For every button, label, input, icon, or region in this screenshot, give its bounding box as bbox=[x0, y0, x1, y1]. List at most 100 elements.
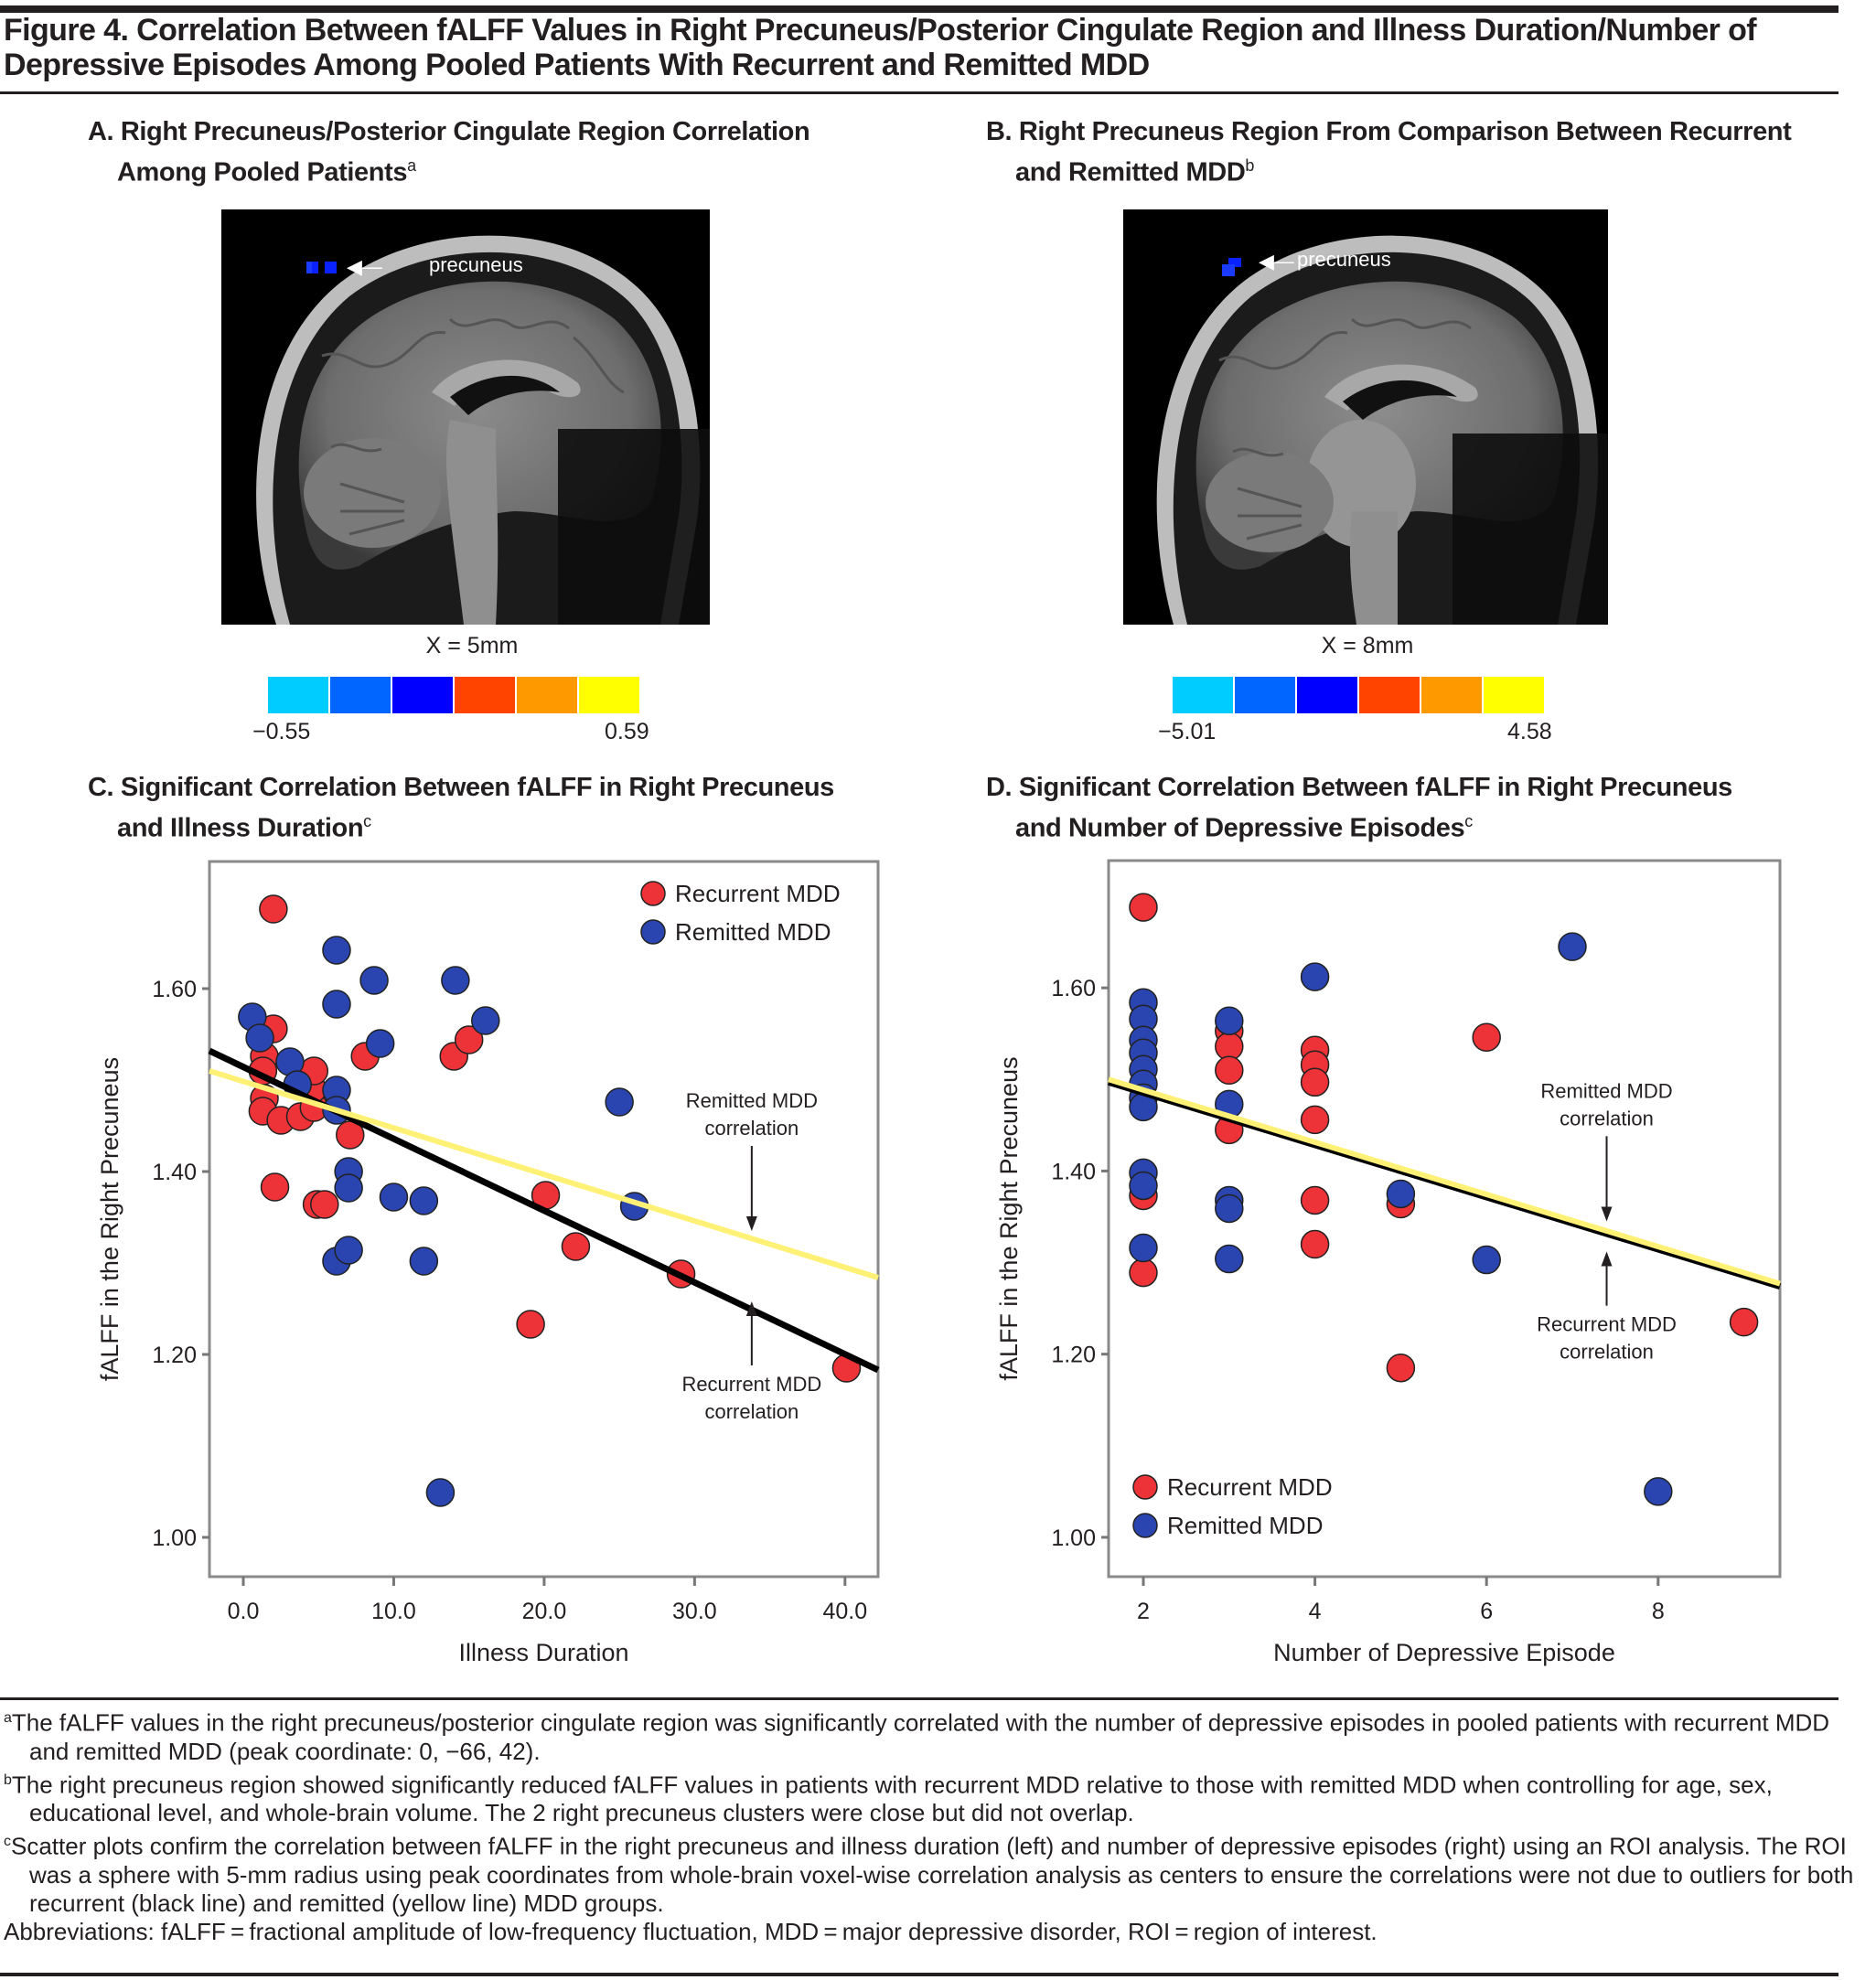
colorbar-swatch bbox=[392, 677, 453, 713]
activation-cluster-a2 bbox=[325, 262, 337, 273]
point-remitted-mdd bbox=[1129, 1233, 1158, 1263]
annotation-line2: correlation bbox=[1560, 1107, 1654, 1129]
point-remitted-mdd bbox=[1386, 1179, 1416, 1209]
point-remitted-mdd bbox=[1558, 932, 1587, 961]
footnote-a-text: The fALFF values in the right precuneus/… bbox=[11, 1708, 1830, 1765]
panel-b-title: B. Right Precuneus Region From Compariso… bbox=[986, 115, 1792, 190]
panel-b-title-line1: B. Right Precuneus Region From Compariso… bbox=[986, 117, 1792, 146]
colorbar-swatch bbox=[268, 677, 328, 713]
scatter-chart-illness-duration: 1.00 1.20 1.40 1.60 0.0 10.0 20.0 30.0 40.0 Illne… bbox=[96, 860, 880, 1666]
panel-a-footnote-mark: a bbox=[407, 156, 416, 175]
panel-c-title-line2: and Illness Duration bbox=[117, 813, 364, 843]
annotation-line2: correlation bbox=[704, 1400, 799, 1423]
point-recurrent-mdd bbox=[561, 1232, 591, 1261]
scatter-chart-depressive-episodes: 1.00 1.20 1.40 1.60 2 4 6 8 Number of Depressive… bbox=[995, 859, 1782, 1666]
point-remitted-mdd bbox=[1215, 1193, 1244, 1224]
panel-c-footnote-mark: c bbox=[363, 812, 371, 830]
footnote-b-mark: b bbox=[4, 1771, 12, 1788]
point-remitted-mdd bbox=[471, 1006, 500, 1035]
legend-label: Recurrent MDD bbox=[1167, 1473, 1333, 1501]
colorbar-swatch bbox=[579, 677, 639, 713]
point-recurrent-mdd bbox=[1300, 1067, 1330, 1097]
colorbar-b-min: −5.01 bbox=[1158, 719, 1217, 744]
point-remitted-mdd bbox=[605, 1087, 634, 1117]
panel-c-title: C. Significant Correlation Between fALFF… bbox=[88, 771, 834, 846]
annotation-line1: Remitted MDD bbox=[686, 1089, 818, 1112]
colorbar-swatch bbox=[455, 677, 515, 713]
arrow-icon: ◀— bbox=[347, 255, 382, 278]
annotation-line2: correlation bbox=[704, 1117, 799, 1140]
colorbar-swatch bbox=[1297, 677, 1357, 713]
annotation-line1: Remitted MDD bbox=[1540, 1079, 1672, 1102]
panel-d-title-line1: D. Significant Correlation Between fALFF… bbox=[986, 773, 1732, 802]
point-recurrent-mdd bbox=[1386, 1353, 1416, 1383]
point-recurrent-mdd bbox=[1729, 1307, 1759, 1337]
panel-d-title-line2: and Number of Depressive Episodes bbox=[1015, 813, 1465, 843]
panel-d-title: D. Significant Correlation Between fALFF… bbox=[986, 771, 1732, 846]
point-remitted-mdd bbox=[365, 1029, 395, 1058]
y-axis-label: fALFF in the Right Precuneus bbox=[96, 1057, 123, 1381]
colorbar-swatch bbox=[330, 677, 391, 713]
annotation-line2: correlation bbox=[1560, 1341, 1654, 1364]
footnote-b: bThe right precuneus region showed signi… bbox=[4, 1766, 1870, 1828]
point-recurrent-mdd bbox=[260, 1172, 290, 1202]
colorbar-b-max: 4.58 bbox=[1507, 719, 1552, 744]
annotation-line1: Recurrent MDD bbox=[1537, 1313, 1677, 1336]
x-axis-label: Number of Depressive Episode bbox=[1273, 1639, 1615, 1666]
point-remitted-mdd bbox=[409, 1247, 439, 1276]
x-tick-label: 6 bbox=[1480, 1599, 1493, 1624]
point-remitted-mdd bbox=[334, 1236, 363, 1265]
point-remitted-mdd bbox=[1215, 1006, 1244, 1035]
fit-line-remitted bbox=[1108, 1076, 1781, 1287]
colorbar-swatch bbox=[1484, 677, 1544, 713]
brain-mri-sagittal-a bbox=[256, 235, 710, 625]
colorbar-b bbox=[1173, 677, 1546, 713]
y-tick-label: 1.40 bbox=[152, 1160, 197, 1185]
colorbar-a-max: 0.59 bbox=[605, 719, 649, 744]
y-tick-label: 1.60 bbox=[152, 977, 197, 1002]
precuneus-label-a: precuneus bbox=[429, 253, 523, 276]
x-tick-label: 20.0 bbox=[522, 1599, 567, 1624]
x-tick-label: 0.0 bbox=[228, 1599, 260, 1624]
arrow-up-icon bbox=[745, 1301, 757, 1316]
footnote-c-text: Scatter plots confirm the correlation be… bbox=[11, 1832, 1854, 1917]
y-tick-label: 1.20 bbox=[1051, 1343, 1096, 1368]
panel-a-title-line2: Among Pooled Patients bbox=[117, 157, 408, 187]
y-tick-label: 1.40 bbox=[1051, 1159, 1096, 1184]
footnote-c-mark: c bbox=[4, 1834, 11, 1850]
point-remitted-mdd bbox=[1215, 1244, 1244, 1274]
colorbar-swatch bbox=[1173, 677, 1233, 713]
legend-label: Remitted MDD bbox=[675, 918, 831, 946]
brain-mri-image-a: ◀— precuneus bbox=[221, 209, 710, 625]
footnote-a-mark: a bbox=[4, 1710, 12, 1726]
point-remitted-mdd bbox=[379, 1183, 409, 1212]
plot-frame bbox=[1107, 859, 1782, 1579]
fit-line-remitted bbox=[209, 1068, 879, 1280]
x-tick-label: 10.0 bbox=[371, 1599, 416, 1624]
brain-mri-image-b: ◀— precuneus bbox=[1123, 209, 1608, 625]
point-remitted-mdd bbox=[441, 966, 470, 995]
activation-cluster-b bbox=[1228, 258, 1241, 267]
point-remitted-mdd bbox=[409, 1186, 439, 1215]
slice-coordinate-b: X = 8mm bbox=[1321, 633, 1414, 658]
arrow-icon: ◀— bbox=[1259, 250, 1294, 273]
point-remitted-mdd bbox=[1472, 1245, 1501, 1275]
bottom-rule bbox=[0, 1973, 1838, 1976]
plot-frame bbox=[208, 860, 880, 1579]
arrow-up-icon bbox=[1601, 1251, 1613, 1267]
y-tick-label: 1.00 bbox=[1051, 1525, 1096, 1551]
legend-marker-remitted bbox=[640, 919, 666, 945]
y-tick-label: 1.20 bbox=[152, 1343, 197, 1368]
point-recurrent-mdd bbox=[259, 894, 288, 924]
legend-marker-recurrent bbox=[1132, 1474, 1158, 1500]
brain-mri-sagittal-b bbox=[1156, 235, 1608, 625]
panel-b-footnote-mark: b bbox=[1245, 156, 1255, 175]
footnote-rule bbox=[0, 1697, 1838, 1700]
point-recurrent-mdd bbox=[310, 1190, 339, 1219]
arrow-down-icon bbox=[1601, 1206, 1613, 1222]
y-tick-label: 1.60 bbox=[1051, 976, 1096, 1001]
point-recurrent-mdd bbox=[1300, 1185, 1330, 1215]
point-recurrent-mdd bbox=[1129, 1258, 1158, 1288]
panel-a-title-line1: A. Right Precuneus/Posterior Cingulate R… bbox=[88, 117, 810, 146]
point-remitted-mdd bbox=[1129, 1171, 1158, 1201]
